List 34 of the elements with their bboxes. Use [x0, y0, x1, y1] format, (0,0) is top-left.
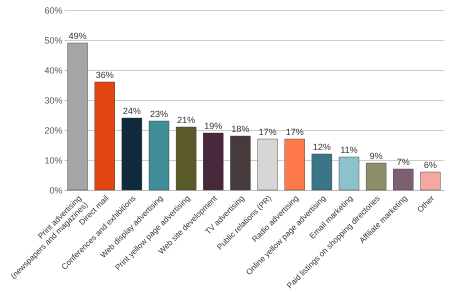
y-tick-label: 20%	[44, 126, 62, 136]
data-label: 24%	[122, 106, 141, 116]
data-label: 23%	[150, 109, 168, 119]
data-label: 17%	[258, 127, 277, 137]
y-tick-label: 30%	[44, 96, 62, 106]
data-label: 17%	[286, 127, 304, 137]
y-tick-label: 60%	[44, 6, 62, 16]
data-label: 19%	[204, 121, 222, 131]
bar	[176, 126, 196, 190]
bar	[67, 42, 88, 190]
y-tick-label: 50%	[44, 36, 62, 46]
bar	[338, 156, 360, 190]
data-label: 21%	[177, 115, 196, 125]
data-label: 12%	[312, 142, 331, 152]
bar	[94, 82, 115, 190]
data-label: 9%	[370, 151, 383, 161]
bar	[122, 118, 142, 190]
data-label: 7%	[396, 157, 410, 167]
bar	[203, 132, 224, 190]
data-label: 36%	[96, 70, 114, 80]
data-label: 11%	[340, 145, 358, 155]
data-label: 6%	[424, 160, 437, 170]
data-label: 49%	[68, 31, 87, 41]
bar	[420, 172, 441, 190]
y-tick-label: 40%	[44, 66, 62, 76]
y-tick-label: 0%	[49, 186, 62, 196]
bar	[284, 138, 305, 190]
bar	[312, 154, 332, 190]
y-tick-label: 10%	[44, 156, 62, 166]
bar	[366, 162, 386, 190]
bar	[148, 120, 170, 190]
bar	[393, 168, 414, 190]
data-label: 18%	[231, 124, 250, 134]
bar	[230, 136, 251, 190]
